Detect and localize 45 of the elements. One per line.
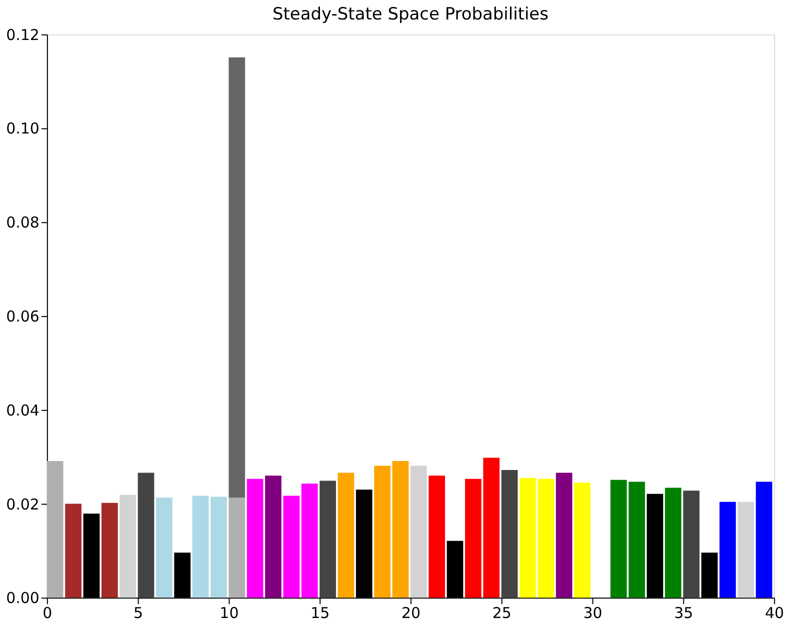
bar [265,476,282,598]
bar [46,461,64,598]
bar [683,490,700,598]
bar [428,476,446,598]
bar [720,502,736,598]
bar [738,502,754,598]
bar [338,472,354,598]
x-tick-label: 40 [765,604,784,622]
bar [228,57,246,498]
x-tick-label: 35 [674,604,694,622]
y-tick-label: 0.06 [6,307,40,326]
y-tick-label: 0.12 [6,26,40,44]
x-tick-label: 10 [220,604,239,622]
bar [556,472,572,598]
y-tick-label: 0.04 [6,401,40,420]
bar [101,502,118,598]
bar [756,482,772,598]
bar [320,480,336,598]
x-tick-label: 25 [492,604,512,622]
bar [65,504,82,598]
x-tick-label: 15 [310,604,330,622]
y-tick-label: 0.10 [6,120,40,138]
bar [301,484,318,598]
x-tick-label: 30 [583,604,602,622]
bar [156,498,172,598]
x-tick-label: 5 [134,604,144,622]
y-tick-label: 0.08 [6,214,40,232]
bar [228,498,246,598]
bar [392,461,409,598]
bar [283,496,300,598]
bar [138,472,154,598]
bar [210,496,227,598]
chart-title: Steady-State Space Probabilities [272,4,549,24]
y-tick-label: 0.00 [6,589,40,608]
bar [374,466,390,598]
x-tick-label: 20 [401,604,421,622]
bar [410,466,427,598]
bar [192,496,209,598]
bar [246,478,264,598]
bar [574,482,590,598]
bar [664,488,682,598]
bar [501,470,518,598]
y-tick-label: 0.02 [6,495,40,514]
bar [120,494,136,598]
x-tick-label: 0 [42,604,52,622]
